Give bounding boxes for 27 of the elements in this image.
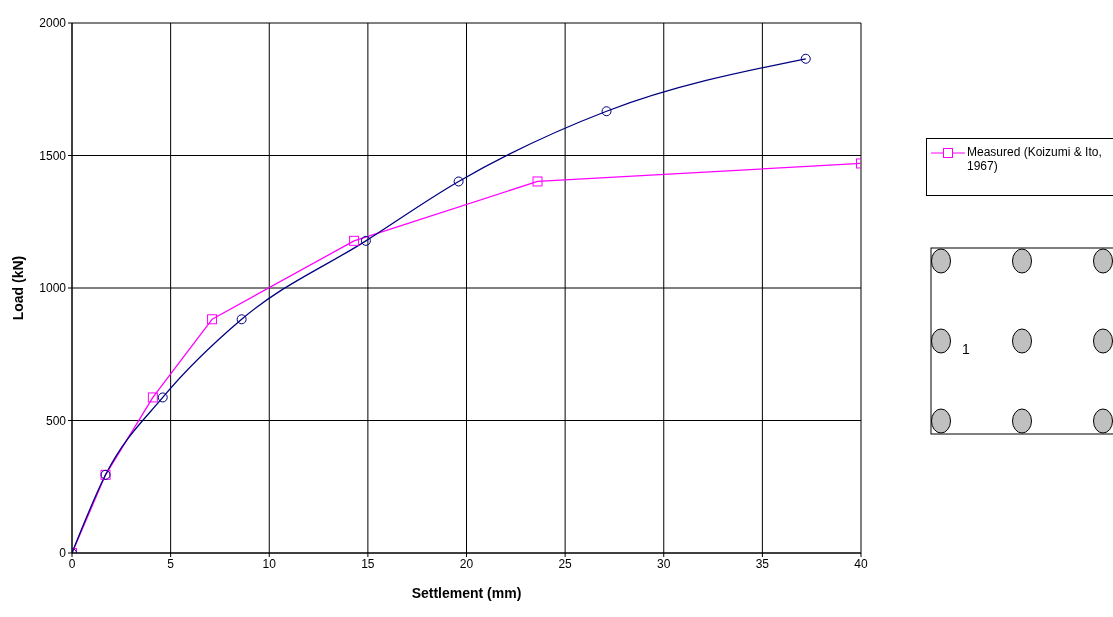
point [360, 235, 371, 246]
y-tick-label: 1500 [39, 148, 67, 163]
x-tick-label: 10 [262, 556, 277, 571]
x-tick-label: 5 [167, 556, 175, 571]
x-tick-label: 30 [657, 556, 671, 571]
point [601, 106, 612, 117]
point [532, 176, 543, 187]
x-tick-label: 35 [755, 556, 770, 571]
point [800, 53, 811, 64]
point [349, 235, 360, 246]
point [147, 392, 158, 403]
y-axis-title: Load (kN) [9, 255, 26, 321]
x-tick-label: 15 [361, 556, 375, 571]
x-axis-title: Settlement (mm) [411, 585, 522, 601]
x-tick-label: 40 [854, 556, 868, 571]
y-tick-label: 2000 [39, 16, 67, 31]
x-tick-label: 25 [558, 556, 573, 571]
point [157, 392, 168, 403]
legend-label: Measured (Koizumi & Ito, 1967) [967, 145, 1103, 173]
pile-group-icon: 1 [930, 246, 1113, 436]
y-tick-label: 1000 [39, 281, 67, 296]
x-tick-label: 20 [459, 556, 474, 571]
y-tick-label: 0 [59, 546, 67, 561]
point [453, 176, 464, 187]
point [236, 314, 247, 325]
y-tick-label: 500 [45, 413, 67, 428]
point [207, 314, 218, 325]
